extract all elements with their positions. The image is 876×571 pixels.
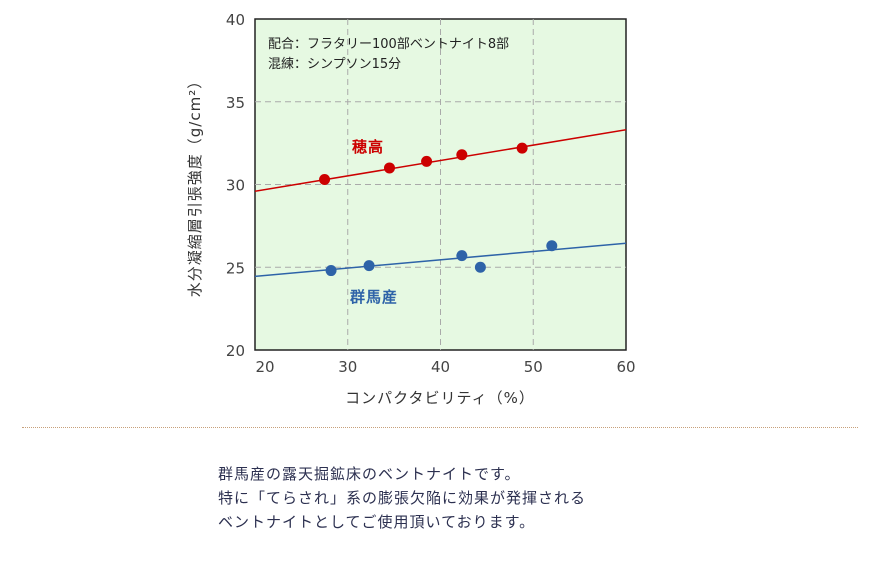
trend-line-1 — [255, 242, 626, 278]
y-tick-label: 20 — [226, 342, 245, 360]
annotation-mix: 配合：フラタリー100部ベントナイト8部 — [268, 37, 509, 52]
dotted-divider — [22, 427, 858, 428]
x-tick-label: 60 — [616, 358, 635, 376]
series-label-hotaka: 穂高 — [352, 138, 384, 156]
y-axis-title: 水分凝縮層引張強度（g/cm²） — [186, 73, 204, 297]
data-point — [325, 265, 337, 277]
x-tick-label: 40 — [431, 358, 450, 376]
y-tick-label: 40 — [226, 11, 245, 29]
x-tick-labels: 20 30 40 50 60 — [255, 358, 635, 376]
description-line: 特に「てらされ」系の膨張欠陥に効果が発揮される — [218, 489, 587, 507]
data-point — [474, 261, 486, 273]
data-points — [319, 142, 558, 277]
x-tick-label: 30 — [338, 358, 357, 376]
y-tick-label: 25 — [226, 259, 245, 277]
y-tick-label: 35 — [226, 94, 245, 112]
trend-line-0 — [255, 129, 626, 192]
description: 群馬産の露天掘鉱床のベントナイトです。 特に「てらされ」系の膨張欠陥に効果が発揮… — [218, 462, 586, 534]
data-point — [546, 240, 558, 252]
data-point — [363, 260, 375, 272]
x-tick-label: 20 — [255, 358, 274, 376]
data-point — [383, 162, 395, 174]
data-point — [319, 174, 331, 186]
chart: 20 30 40 50 60 20 25 30 35 40 配合：フラタリー100部ベントナイト… — [186, 11, 636, 407]
data-point — [456, 250, 468, 262]
x-axis-title: コンパクタビリティ（%） — [345, 389, 535, 407]
y-tick-label: 30 — [226, 177, 245, 195]
grid — [255, 19, 626, 350]
trend-lines — [255, 129, 626, 278]
data-point — [421, 155, 433, 167]
x-tick-label: 50 — [524, 358, 543, 376]
y-tick-labels: 20 25 30 35 40 — [226, 11, 245, 360]
description-line: 群馬産の露天掘鉱床のベントナイトです。 — [218, 465, 521, 483]
annotation-kneading: 混練：シンプソン15分 — [268, 57, 401, 72]
data-point — [456, 149, 468, 161]
data-point — [516, 142, 528, 154]
description-line: ベントナイトとしてご使用頂いております。 — [218, 513, 536, 531]
series-label-gunma: 群馬産 — [350, 288, 398, 306]
